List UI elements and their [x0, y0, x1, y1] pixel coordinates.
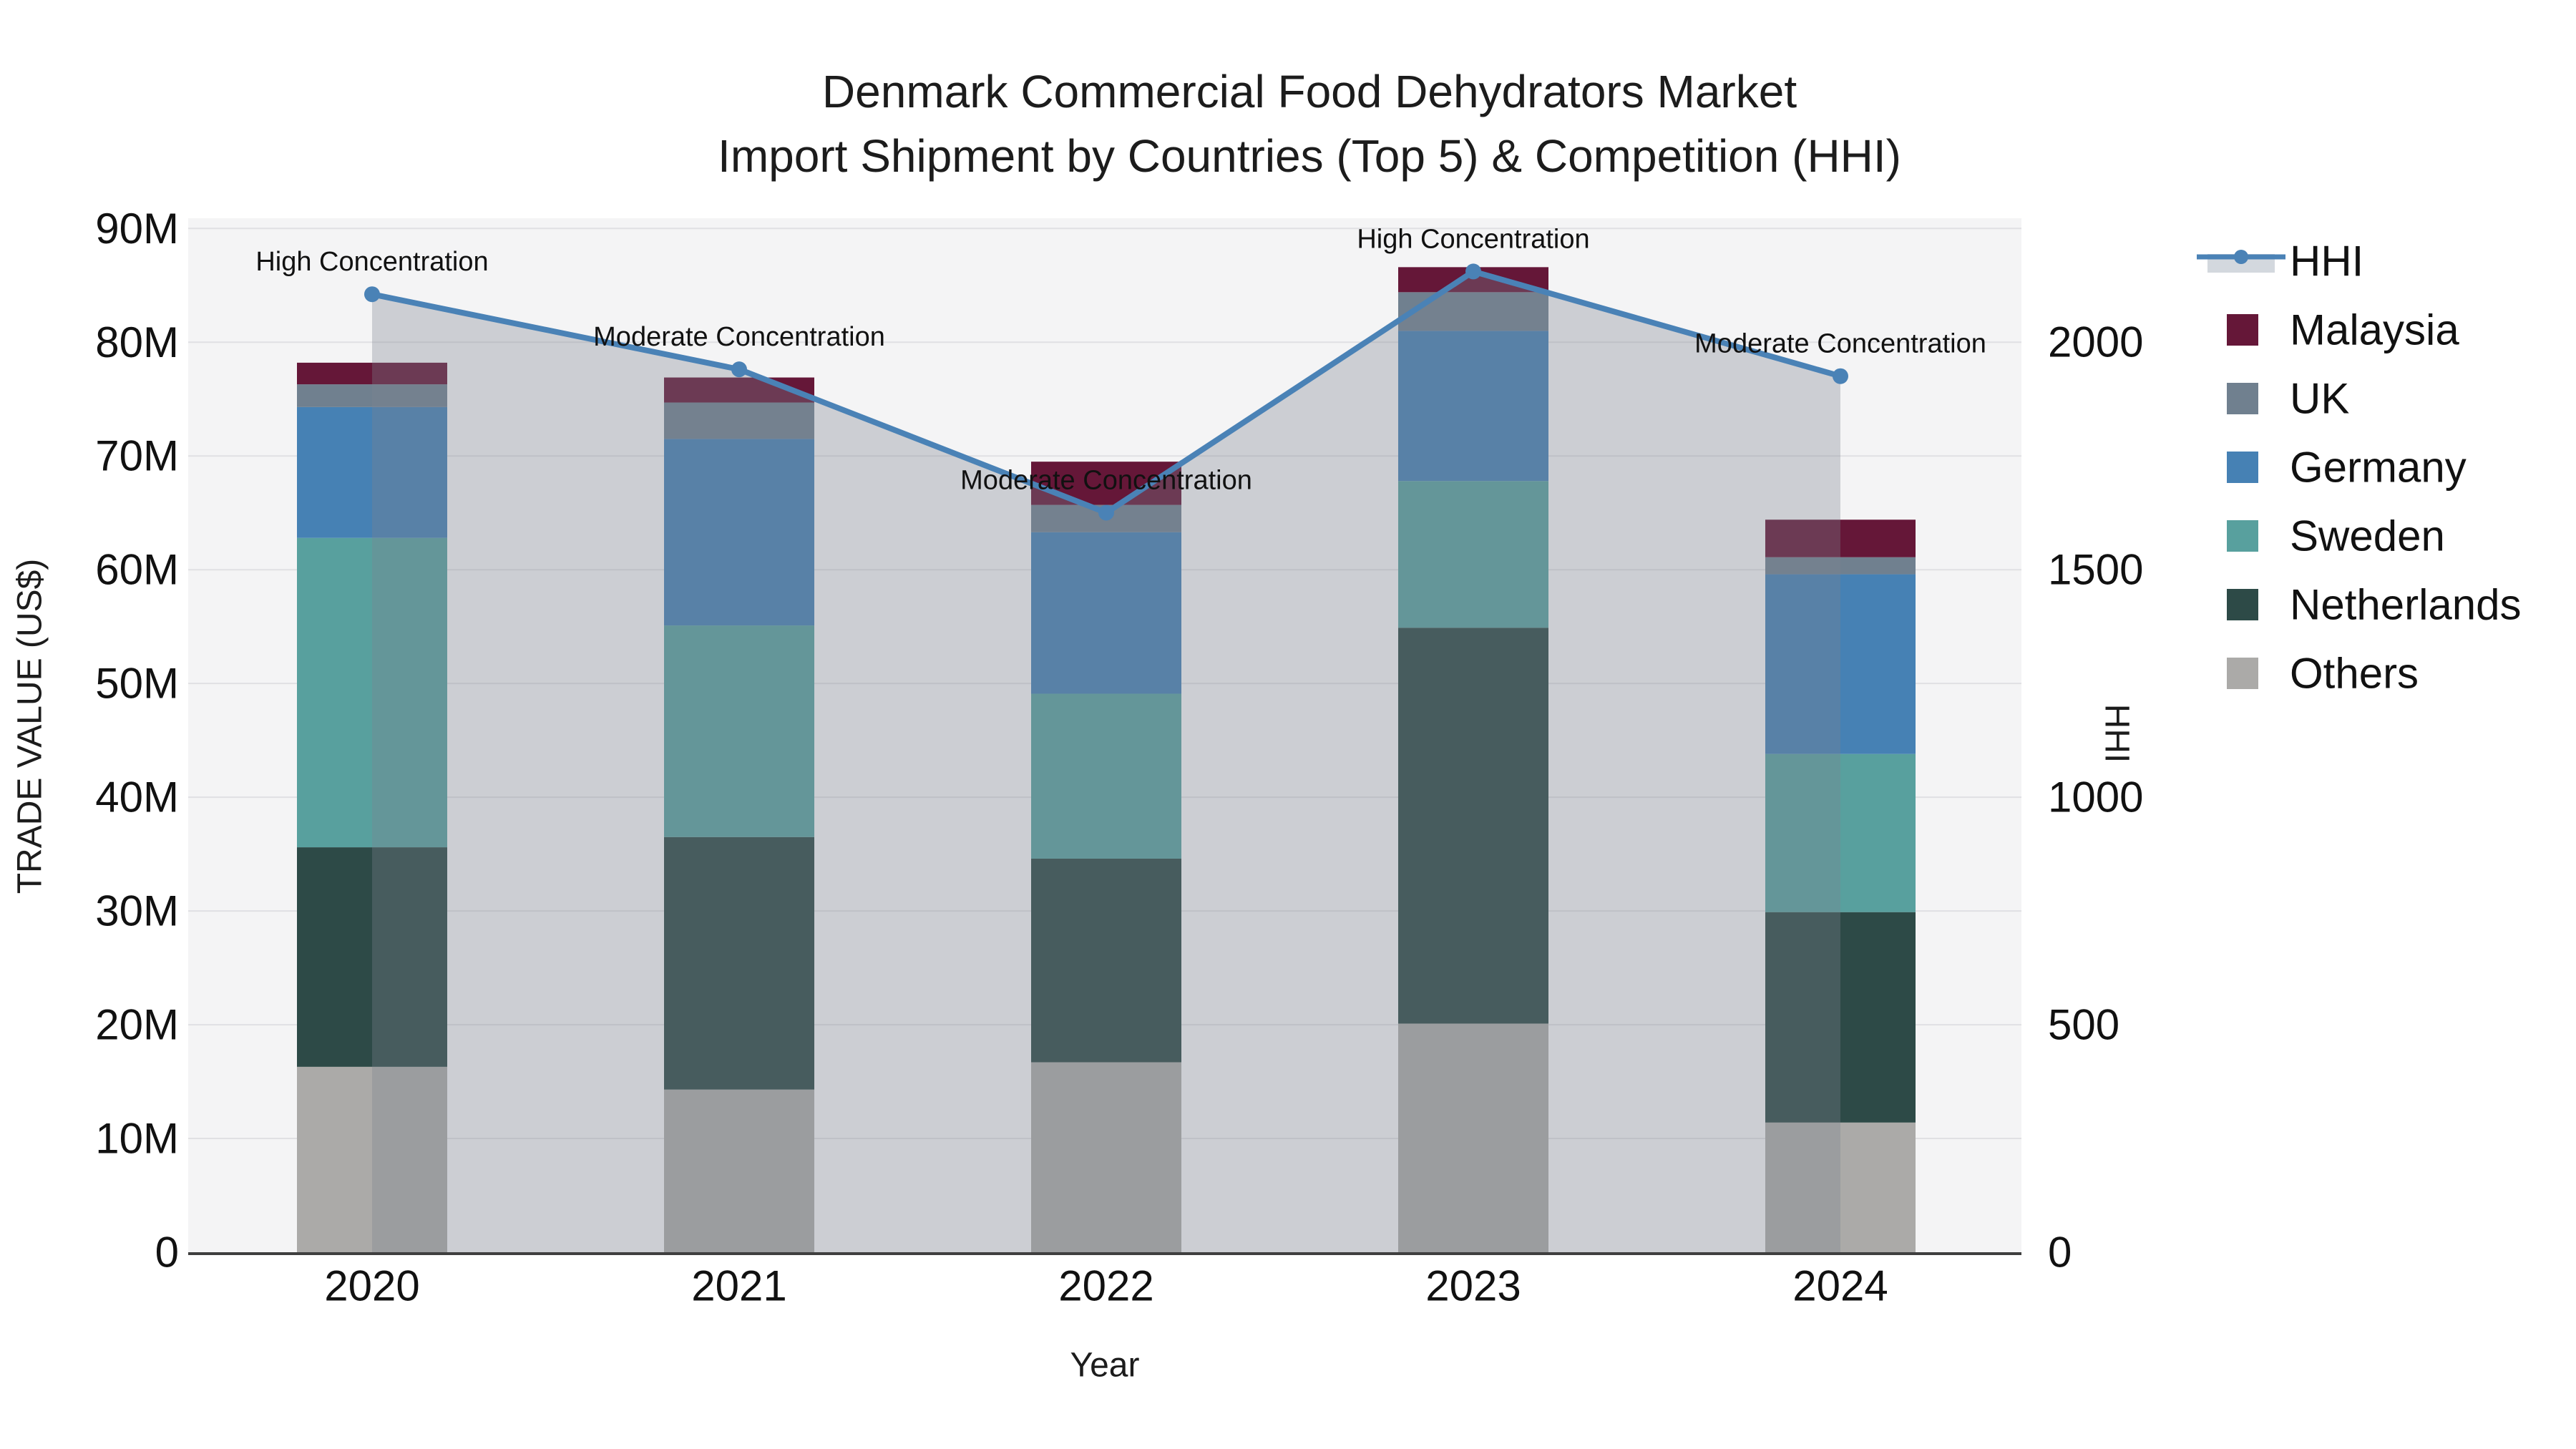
bar-2020-sweden: [297, 537, 447, 848]
hhi-marker-2024: [1833, 368, 1848, 384]
y-tick-10M: 10M: [95, 1115, 179, 1163]
legend-swatch-uk: [2227, 383, 2258, 414]
legend-label-sweden: Sweden: [2290, 512, 2445, 560]
y-tick-90M: 90M: [95, 205, 179, 253]
bar-2022-netherlands: [1031, 858, 1181, 1063]
legend-swatch-others: [2227, 658, 2258, 689]
legend: HHI Malaysia UK Germany Sweden Netherlands Oth…: [2197, 238, 2522, 698]
hhi-line-series: [364, 263, 1848, 521]
legend-item-others[interactable]: Others: [2227, 650, 2419, 698]
legend-item-germany[interactable]: Germany: [2227, 444, 2467, 492]
x-axis-title: Year: [1070, 1347, 1140, 1385]
bar-2022-malaysia: [1031, 462, 1181, 505]
bar-2021-netherlands: [664, 836, 814, 1090]
axis-tick-labels: 0 10M 20M 30M 40M 50M 60M 70M 80M 90M 0 500 1000 1500…: [95, 205, 2143, 1310]
legend-swatch-sweden: [2227, 520, 2258, 552]
bar-2022-germany: [1031, 532, 1181, 694]
x-tick-2022: 2022: [1058, 1262, 1153, 1310]
bar-2023-sweden: [1398, 481, 1548, 628]
y-tick-70M: 70M: [95, 432, 179, 480]
chart-title-line1: Denmark Commercial Food Dehydrators Mark…: [822, 66, 1797, 117]
legend-swatch-germany: [2227, 452, 2258, 483]
y-tick-50M: 50M: [95, 660, 179, 708]
x-tick-2021: 2021: [691, 1262, 786, 1310]
y2-tick-500: 500: [2048, 1000, 2119, 1048]
bar-2020-others: [297, 1066, 447, 1252]
bar-2024-others: [1765, 1122, 1916, 1252]
y2-tick-0: 0: [2048, 1229, 2072, 1277]
legend-label-uk: UK: [2290, 375, 2349, 423]
bar-2021-germany: [664, 439, 814, 626]
bar-2024-sweden: [1765, 753, 1916, 912]
bar-2024-uk: [1765, 557, 1916, 575]
legend-label-germany: Germany: [2290, 444, 2467, 492]
legend-hhi-marker: [2234, 250, 2248, 264]
y2-tick-1500: 1500: [2048, 545, 2143, 593]
annotation-2024: Moderate Concentration: [1694, 329, 1986, 359]
y-tick-30M: 30M: [95, 887, 179, 935]
y-tick-20M: 20M: [95, 1001, 179, 1049]
x-tick-2020: 2020: [324, 1262, 419, 1310]
bar-2023-uk: [1398, 292, 1548, 331]
legend-label-netherlands: Netherlands: [2290, 581, 2522, 629]
bar-2021-uk: [664, 402, 814, 439]
legend-label-others: Others: [2290, 650, 2419, 698]
hhi-marker-2022: [1098, 504, 1114, 521]
bar-2023-others: [1398, 1023, 1548, 1252]
y2-tick-2000: 2000: [2048, 318, 2143, 366]
bar-2020-malaysia: [297, 362, 447, 385]
y-tick-80M: 80M: [95, 318, 179, 366]
bar-2024-netherlands: [1765, 912, 1916, 1123]
legend-swatch-malaysia: [2227, 314, 2258, 346]
bar-2023-germany: [1398, 331, 1548, 482]
legend-label-hhi: HHI: [2290, 238, 2363, 286]
hhi-marker-2021: [731, 361, 747, 378]
annotation-2020: High Concentration: [255, 247, 488, 277]
hhi-marker-2023: [1465, 263, 1481, 280]
hhi-area-polygon: [372, 271, 1840, 1254]
x-tick-2023: 2023: [1425, 1262, 1521, 1310]
y-tick-60M: 60M: [95, 546, 179, 594]
stacked-bars: [297, 267, 1916, 1252]
y-tick-40M: 40M: [95, 774, 179, 821]
bar-2024-malaysia: [1765, 519, 1916, 557]
x-tick-2024: 2024: [1792, 1262, 1888, 1310]
bar-2023-netherlands: [1398, 628, 1548, 1024]
bar-2022-others: [1031, 1062, 1181, 1252]
bar-2021-others: [664, 1089, 814, 1252]
hhi-marker-2020: [364, 286, 380, 303]
legend-item-uk[interactable]: UK: [2227, 375, 2349, 423]
annotations: High Concentration Moderate Concentration…: [255, 224, 1986, 495]
bar-2022-sweden: [1031, 693, 1181, 859]
y2-tick-1000: 1000: [2048, 773, 2143, 821]
legend-item-malaysia[interactable]: Malaysia: [2227, 306, 2459, 354]
hhi-area-fill: [372, 271, 1840, 1254]
legend-item-netherlands[interactable]: Netherlands: [2227, 581, 2522, 629]
legend-item-hhi[interactable]: HHI: [2197, 238, 2363, 286]
bar-2020-uk: [297, 384, 447, 407]
y2-axis-title: HHI: [2098, 704, 2136, 763]
annotation-2023: High Concentration: [1357, 224, 1589, 254]
bar-2020-germany: [297, 406, 447, 538]
legend-item-sweden[interactable]: Sweden: [2227, 512, 2445, 560]
bar-2020-netherlands: [297, 847, 447, 1067]
annotation-2021: Moderate Concentration: [593, 322, 885, 352]
legend-swatch-netherlands: [2227, 589, 2258, 620]
y-axis-title: TRADE VALUE (US$): [11, 559, 49, 894]
annotation-2022: Moderate Concentration: [960, 465, 1252, 495]
bar-2021-sweden: [664, 625, 814, 837]
y-tick-0: 0: [155, 1229, 179, 1277]
bar-2024-germany: [1765, 574, 1916, 754]
legend-label-malaysia: Malaysia: [2290, 306, 2459, 354]
chart-title-line2: Import Shipment by Countries (Top 5) & C…: [718, 130, 1901, 182]
